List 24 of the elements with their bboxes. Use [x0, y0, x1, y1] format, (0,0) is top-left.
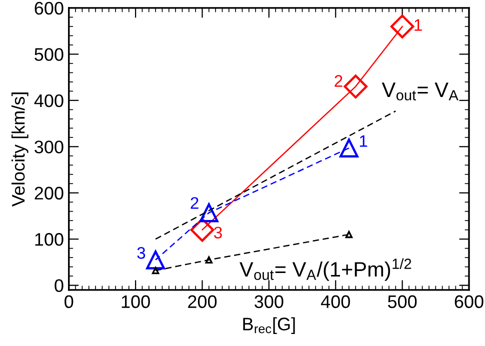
annotation: 1 [414, 19, 422, 31]
y-tick-label: 300 [34, 140, 64, 154]
annotation: 3 [214, 226, 222, 238]
x-tick-label: 0 [64, 295, 74, 308]
y-tick-label: 400 [34, 94, 64, 108]
x-tick-label: 200 [188, 295, 217, 308]
annotation: V$_{out}$= V$_{A}$ [382, 82, 458, 100]
annotation: 2 [334, 75, 342, 87]
x-axis-title: B$_{rec}$[G] [243, 317, 295, 334]
y-tick-label: 500 [34, 48, 64, 61]
x-tick-label: 300 [254, 295, 284, 308]
annotation: 2 [190, 197, 198, 209]
annotation: 1 [360, 135, 368, 147]
x-tick-label: 400 [320, 295, 350, 308]
y-tick-label: 200 [34, 186, 64, 200]
x-tick-label: 500 [388, 295, 417, 308]
annotation: 3 [137, 247, 146, 259]
annotation: V$_{out}$= V$_{A}$/(1+Pm)$^{1/2}$ [240, 258, 412, 281]
y-axis-title: Velocity [km/s] [12, 92, 28, 207]
y-tick-label: 600 [34, 2, 64, 15]
y-tick-label: 100 [35, 233, 64, 246]
x-tick-label: 600 [454, 295, 484, 308]
x-tick-label: 100 [122, 295, 150, 308]
y-tick-label: 0 [54, 279, 64, 292]
